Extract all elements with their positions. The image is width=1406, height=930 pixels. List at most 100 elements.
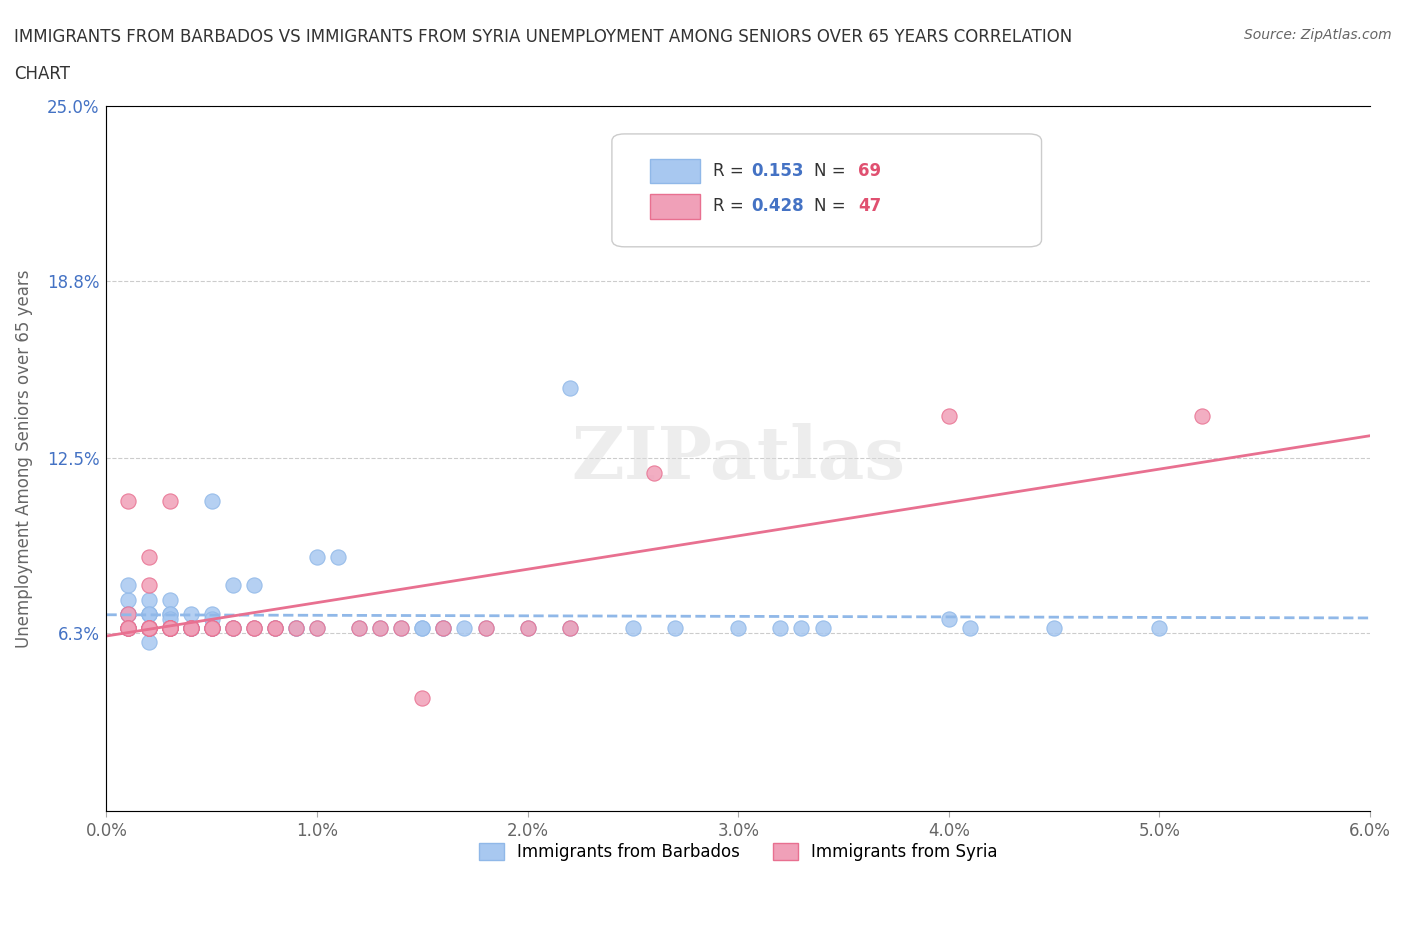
Immigrants from Barbados — [558, 380, 581, 395]
Immigrants from Syria — [138, 620, 160, 635]
Immigrants from Barbados — [558, 620, 581, 635]
Immigrants from Barbados — [1149, 620, 1171, 635]
Text: CHART: CHART — [14, 65, 70, 83]
Immigrants from Barbados — [938, 612, 960, 627]
Immigrants from Syria — [159, 620, 181, 635]
Immigrants from Barbados — [159, 620, 181, 635]
Immigrants from Syria — [347, 620, 370, 635]
Text: 69: 69 — [858, 162, 882, 179]
Immigrants from Barbados — [389, 620, 412, 635]
Text: N =: N = — [814, 197, 851, 215]
Immigrants from Barbados — [138, 620, 160, 635]
Immigrants from Barbados — [326, 550, 349, 565]
Immigrants from Barbados — [307, 550, 329, 565]
Immigrants from Syria — [1191, 408, 1213, 423]
Immigrants from Barbados — [307, 620, 329, 635]
Immigrants from Barbados — [243, 620, 266, 635]
Immigrants from Syria — [285, 620, 308, 635]
Immigrants from Syria — [180, 620, 202, 635]
Immigrants from Barbados — [159, 620, 181, 635]
Immigrants from Syria — [159, 620, 181, 635]
Text: Source: ZipAtlas.com: Source: ZipAtlas.com — [1244, 28, 1392, 42]
Immigrants from Syria — [938, 408, 960, 423]
Immigrants from Syria — [222, 620, 245, 635]
Text: R =: R = — [713, 197, 749, 215]
Immigrants from Barbados — [117, 592, 139, 607]
Immigrants from Barbados — [453, 620, 475, 635]
Immigrants from Barbados — [264, 620, 287, 635]
Immigrants from Syria — [138, 620, 160, 635]
Text: R =: R = — [713, 162, 749, 179]
Immigrants from Barbados — [243, 578, 266, 593]
Immigrants from Barbados — [117, 620, 139, 635]
Immigrants from Syria — [389, 620, 412, 635]
Immigrants from Syria — [159, 620, 181, 635]
Immigrants from Syria — [117, 620, 139, 635]
Text: 47: 47 — [858, 197, 882, 215]
Text: 0.153: 0.153 — [751, 162, 803, 179]
Immigrants from Barbados — [159, 612, 181, 627]
Immigrants from Barbados — [432, 620, 454, 635]
Immigrants from Barbados — [180, 620, 202, 635]
Immigrants from Syria — [159, 493, 181, 508]
Immigrants from Syria — [411, 691, 433, 706]
Immigrants from Barbados — [138, 620, 160, 635]
Immigrants from Barbados — [138, 620, 160, 635]
Immigrants from Barbados — [222, 620, 245, 635]
Immigrants from Syria — [159, 620, 181, 635]
Immigrants from Syria — [138, 620, 160, 635]
Immigrants from Barbados — [159, 606, 181, 621]
Immigrants from Barbados — [201, 620, 224, 635]
Immigrants from Syria — [117, 620, 139, 635]
Immigrants from Syria — [516, 620, 538, 635]
Immigrants from Syria — [138, 550, 160, 565]
Immigrants from Barbados — [222, 620, 245, 635]
Immigrants from Barbados — [138, 606, 160, 621]
Immigrants from Barbados — [201, 620, 224, 635]
Text: 0.428: 0.428 — [751, 197, 803, 215]
Text: IMMIGRANTS FROM BARBADOS VS IMMIGRANTS FROM SYRIA UNEMPLOYMENT AMONG SENIORS OVE: IMMIGRANTS FROM BARBADOS VS IMMIGRANTS F… — [14, 28, 1073, 46]
Immigrants from Barbados — [138, 606, 160, 621]
Immigrants from Syria — [138, 620, 160, 635]
Immigrants from Barbados — [959, 620, 981, 635]
FancyBboxPatch shape — [650, 193, 700, 219]
Immigrants from Barbados — [117, 620, 139, 635]
Immigrants from Barbados — [117, 606, 139, 621]
Immigrants from Syria — [180, 620, 202, 635]
Immigrants from Barbados — [180, 620, 202, 635]
Immigrants from Barbados — [138, 620, 160, 635]
Immigrants from Syria — [201, 620, 224, 635]
Immigrants from Barbados — [264, 620, 287, 635]
Immigrants from Barbados — [769, 620, 792, 635]
Immigrants from Syria — [264, 620, 287, 635]
Immigrants from Syria — [159, 620, 181, 635]
Immigrants from Syria — [243, 620, 266, 635]
Immigrants from Barbados — [222, 578, 245, 593]
Immigrants from Barbados — [138, 620, 160, 635]
Immigrants from Barbados — [1043, 620, 1066, 635]
Immigrants from Barbados — [474, 620, 496, 635]
Immigrants from Barbados — [159, 620, 181, 635]
Immigrants from Barbados — [727, 620, 749, 635]
Immigrants from Syria — [117, 493, 139, 508]
Immigrants from Syria — [368, 620, 391, 635]
Immigrants from Syria — [201, 620, 224, 635]
Immigrants from Barbados — [411, 620, 433, 635]
Immigrants from Barbados — [117, 578, 139, 593]
Immigrants from Barbados — [138, 592, 160, 607]
Immigrants from Barbados — [138, 634, 160, 649]
Immigrants from Syria — [159, 620, 181, 635]
Immigrants from Syria — [138, 578, 160, 593]
Immigrants from Barbados — [411, 620, 433, 635]
Immigrants from Barbados — [159, 592, 181, 607]
Immigrants from Syria — [201, 620, 224, 635]
Immigrants from Barbados — [285, 620, 308, 635]
FancyBboxPatch shape — [612, 134, 1042, 246]
Immigrants from Barbados — [201, 606, 224, 621]
Y-axis label: Unemployment Among Seniors over 65 years: Unemployment Among Seniors over 65 years — [15, 269, 32, 647]
Legend: Immigrants from Barbados, Immigrants from Syria: Immigrants from Barbados, Immigrants fro… — [472, 836, 1005, 868]
Immigrants from Syria — [117, 620, 139, 635]
Immigrants from Barbados — [347, 620, 370, 635]
Immigrants from Syria — [474, 620, 496, 635]
Immigrants from Barbados — [201, 612, 224, 627]
